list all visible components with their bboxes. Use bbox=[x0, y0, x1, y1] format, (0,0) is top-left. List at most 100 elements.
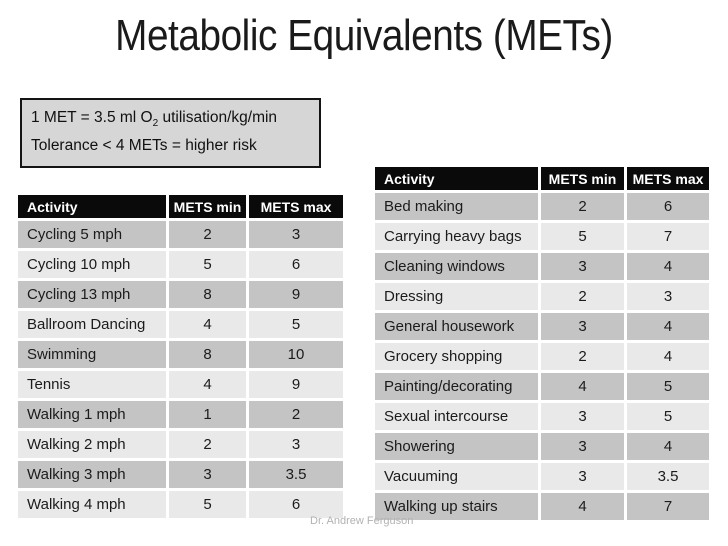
mets-min-cell: 2 bbox=[541, 193, 624, 220]
mets-min-cell: 5 bbox=[169, 251, 246, 278]
table-row: Walking 3 mph 3 3.5 bbox=[18, 461, 343, 488]
mets-min-cell: 2 bbox=[169, 431, 246, 458]
mets-min-cell: 3 bbox=[169, 461, 246, 488]
activity-cell: Cycling 5 mph bbox=[18, 221, 166, 248]
table-row: Walking 1 mph 1 2 bbox=[18, 401, 343, 428]
table-row: Carrying heavy bags 5 7 bbox=[375, 223, 709, 250]
table-row: General housework 3 4 bbox=[375, 313, 709, 340]
mets-max-cell: 7 bbox=[627, 223, 709, 250]
mets-max-column-header: METS max bbox=[627, 167, 709, 190]
mets-min-cell: 1 bbox=[169, 401, 246, 428]
table-row: Vacuuming 3 3.5 bbox=[375, 463, 709, 490]
mets-max-cell: 4 bbox=[627, 343, 709, 370]
mets-max-cell: 6 bbox=[627, 193, 709, 220]
mets-min-cell: 3 bbox=[541, 463, 624, 490]
mets-min-cell: 3 bbox=[541, 253, 624, 280]
activity-cell: Bed making bbox=[375, 193, 538, 220]
activity-cell: Painting/decorating bbox=[375, 373, 538, 400]
mets-max-cell: 3 bbox=[627, 283, 709, 310]
mets-max-cell: 5 bbox=[249, 311, 343, 338]
mets-max-cell: 3.5 bbox=[627, 463, 709, 490]
mets-max-cell: 7 bbox=[627, 493, 709, 520]
mets-min-cell: 3 bbox=[541, 433, 624, 460]
table-row: Showering 3 4 bbox=[375, 433, 709, 460]
mets-max-cell: 3 bbox=[249, 431, 343, 458]
table-row: Painting/decorating 4 5 bbox=[375, 373, 709, 400]
activity-cell: Showering bbox=[375, 433, 538, 460]
met-definition-prefix: 1 MET = 3.5 ml O bbox=[31, 109, 153, 126]
activity-column-header: Activity bbox=[18, 195, 166, 218]
mets-min-cell: 8 bbox=[169, 281, 246, 308]
mets-max-column-header: METS max bbox=[249, 195, 343, 218]
table-row: Bed making 2 6 bbox=[375, 193, 709, 220]
activity-cell: Grocery shopping bbox=[375, 343, 538, 370]
table-row: Ballroom Dancing 4 5 bbox=[18, 311, 343, 338]
activity-cell: Vacuuming bbox=[375, 463, 538, 490]
table-row: Dressing 2 3 bbox=[375, 283, 709, 310]
activity-cell: Walking up stairs bbox=[375, 493, 538, 520]
table-row: Cleaning windows 3 4 bbox=[375, 253, 709, 280]
page-title: Metabolic Equivalents (METs) bbox=[115, 11, 613, 60]
met-definition-suffix: utilisation/kg/min bbox=[158, 109, 278, 126]
met-tolerance-line: Tolerance < 4 METs = higher risk bbox=[31, 137, 257, 155]
activity-cell: Sexual intercourse bbox=[375, 403, 538, 430]
activity-cell: Walking 3 mph bbox=[18, 461, 166, 488]
mets-max-cell: 9 bbox=[249, 371, 343, 398]
activity-column-header: Activity bbox=[375, 167, 538, 190]
activity-cell: Swimming bbox=[18, 341, 166, 368]
activity-cell: Cycling 13 mph bbox=[18, 281, 166, 308]
mets-min-column-header: METS min bbox=[169, 195, 246, 218]
mets-max-cell: 5 bbox=[627, 403, 709, 430]
met-definition-box: 1 MET = 3.5 ml O2 utilisation/kg/min Tol… bbox=[20, 98, 321, 169]
activity-cell: Walking 1 mph bbox=[18, 401, 166, 428]
table-row: Walking up stairs 4 7 bbox=[375, 493, 709, 520]
mets-min-cell: 8 bbox=[169, 341, 246, 368]
mets-max-cell: 6 bbox=[249, 491, 343, 518]
mets-max-cell: 5 bbox=[627, 373, 709, 400]
table-header-row: Activity METS min METS max bbox=[375, 167, 709, 190]
mets-min-cell: 2 bbox=[541, 283, 624, 310]
table-row: Cycling 5 mph 2 3 bbox=[18, 221, 343, 248]
mets-min-cell: 4 bbox=[541, 493, 624, 520]
mets-min-cell: 4 bbox=[169, 371, 246, 398]
mets-max-cell: 3.5 bbox=[249, 461, 343, 488]
mets-min-cell: 4 bbox=[169, 311, 246, 338]
mets-min-column-header: METS min bbox=[541, 167, 624, 190]
activity-cell: Ballroom Dancing bbox=[18, 311, 166, 338]
activity-cell: Cleaning windows bbox=[375, 253, 538, 280]
mets-min-cell: 2 bbox=[169, 221, 246, 248]
mets-min-cell: 4 bbox=[541, 373, 624, 400]
activity-cell: Walking 4 mph bbox=[18, 491, 166, 518]
mets-min-cell: 3 bbox=[541, 313, 624, 340]
table-row: Walking 4 mph 5 6 bbox=[18, 491, 343, 518]
mets-max-cell: 9 bbox=[249, 281, 343, 308]
table-row: Walking 2 mph 2 3 bbox=[18, 431, 343, 458]
table-row: Swimming 8 10 bbox=[18, 341, 343, 368]
mets-max-cell: 10 bbox=[249, 341, 343, 368]
mets-max-cell: 2 bbox=[249, 401, 343, 428]
mets-min-cell: 3 bbox=[541, 403, 624, 430]
table-row: Tennis 4 9 bbox=[18, 371, 343, 398]
activity-cell: Walking 2 mph bbox=[18, 431, 166, 458]
table-row: Cycling 10 mph 5 6 bbox=[18, 251, 343, 278]
table-row: Grocery shopping 2 4 bbox=[375, 343, 709, 370]
mets-min-cell: 5 bbox=[541, 223, 624, 250]
mets-min-cell: 2 bbox=[541, 343, 624, 370]
mets-min-cell: 5 bbox=[169, 491, 246, 518]
mets-max-cell: 4 bbox=[627, 433, 709, 460]
table-row: Sexual intercourse 3 5 bbox=[375, 403, 709, 430]
activity-cell: Dressing bbox=[375, 283, 538, 310]
mets-max-cell: 3 bbox=[249, 221, 343, 248]
activity-cell: General housework bbox=[375, 313, 538, 340]
activity-cell: Carrying heavy bags bbox=[375, 223, 538, 250]
table-row: Cycling 13 mph 8 9 bbox=[18, 281, 343, 308]
activity-table-exercise: Activity METS min METS max Cycling 5 mph… bbox=[15, 192, 346, 521]
activity-cell: Cycling 10 mph bbox=[18, 251, 166, 278]
met-definition-line: 1 MET = 3.5 ml O2 utilisation/kg/min bbox=[31, 104, 311, 132]
author-watermark: Dr. Andrew Ferguson bbox=[310, 515, 414, 527]
mets-max-cell: 4 bbox=[627, 253, 709, 280]
mets-max-cell: 6 bbox=[249, 251, 343, 278]
table-header-row: Activity METS min METS max bbox=[18, 195, 343, 218]
activity-cell: Tennis bbox=[18, 371, 166, 398]
